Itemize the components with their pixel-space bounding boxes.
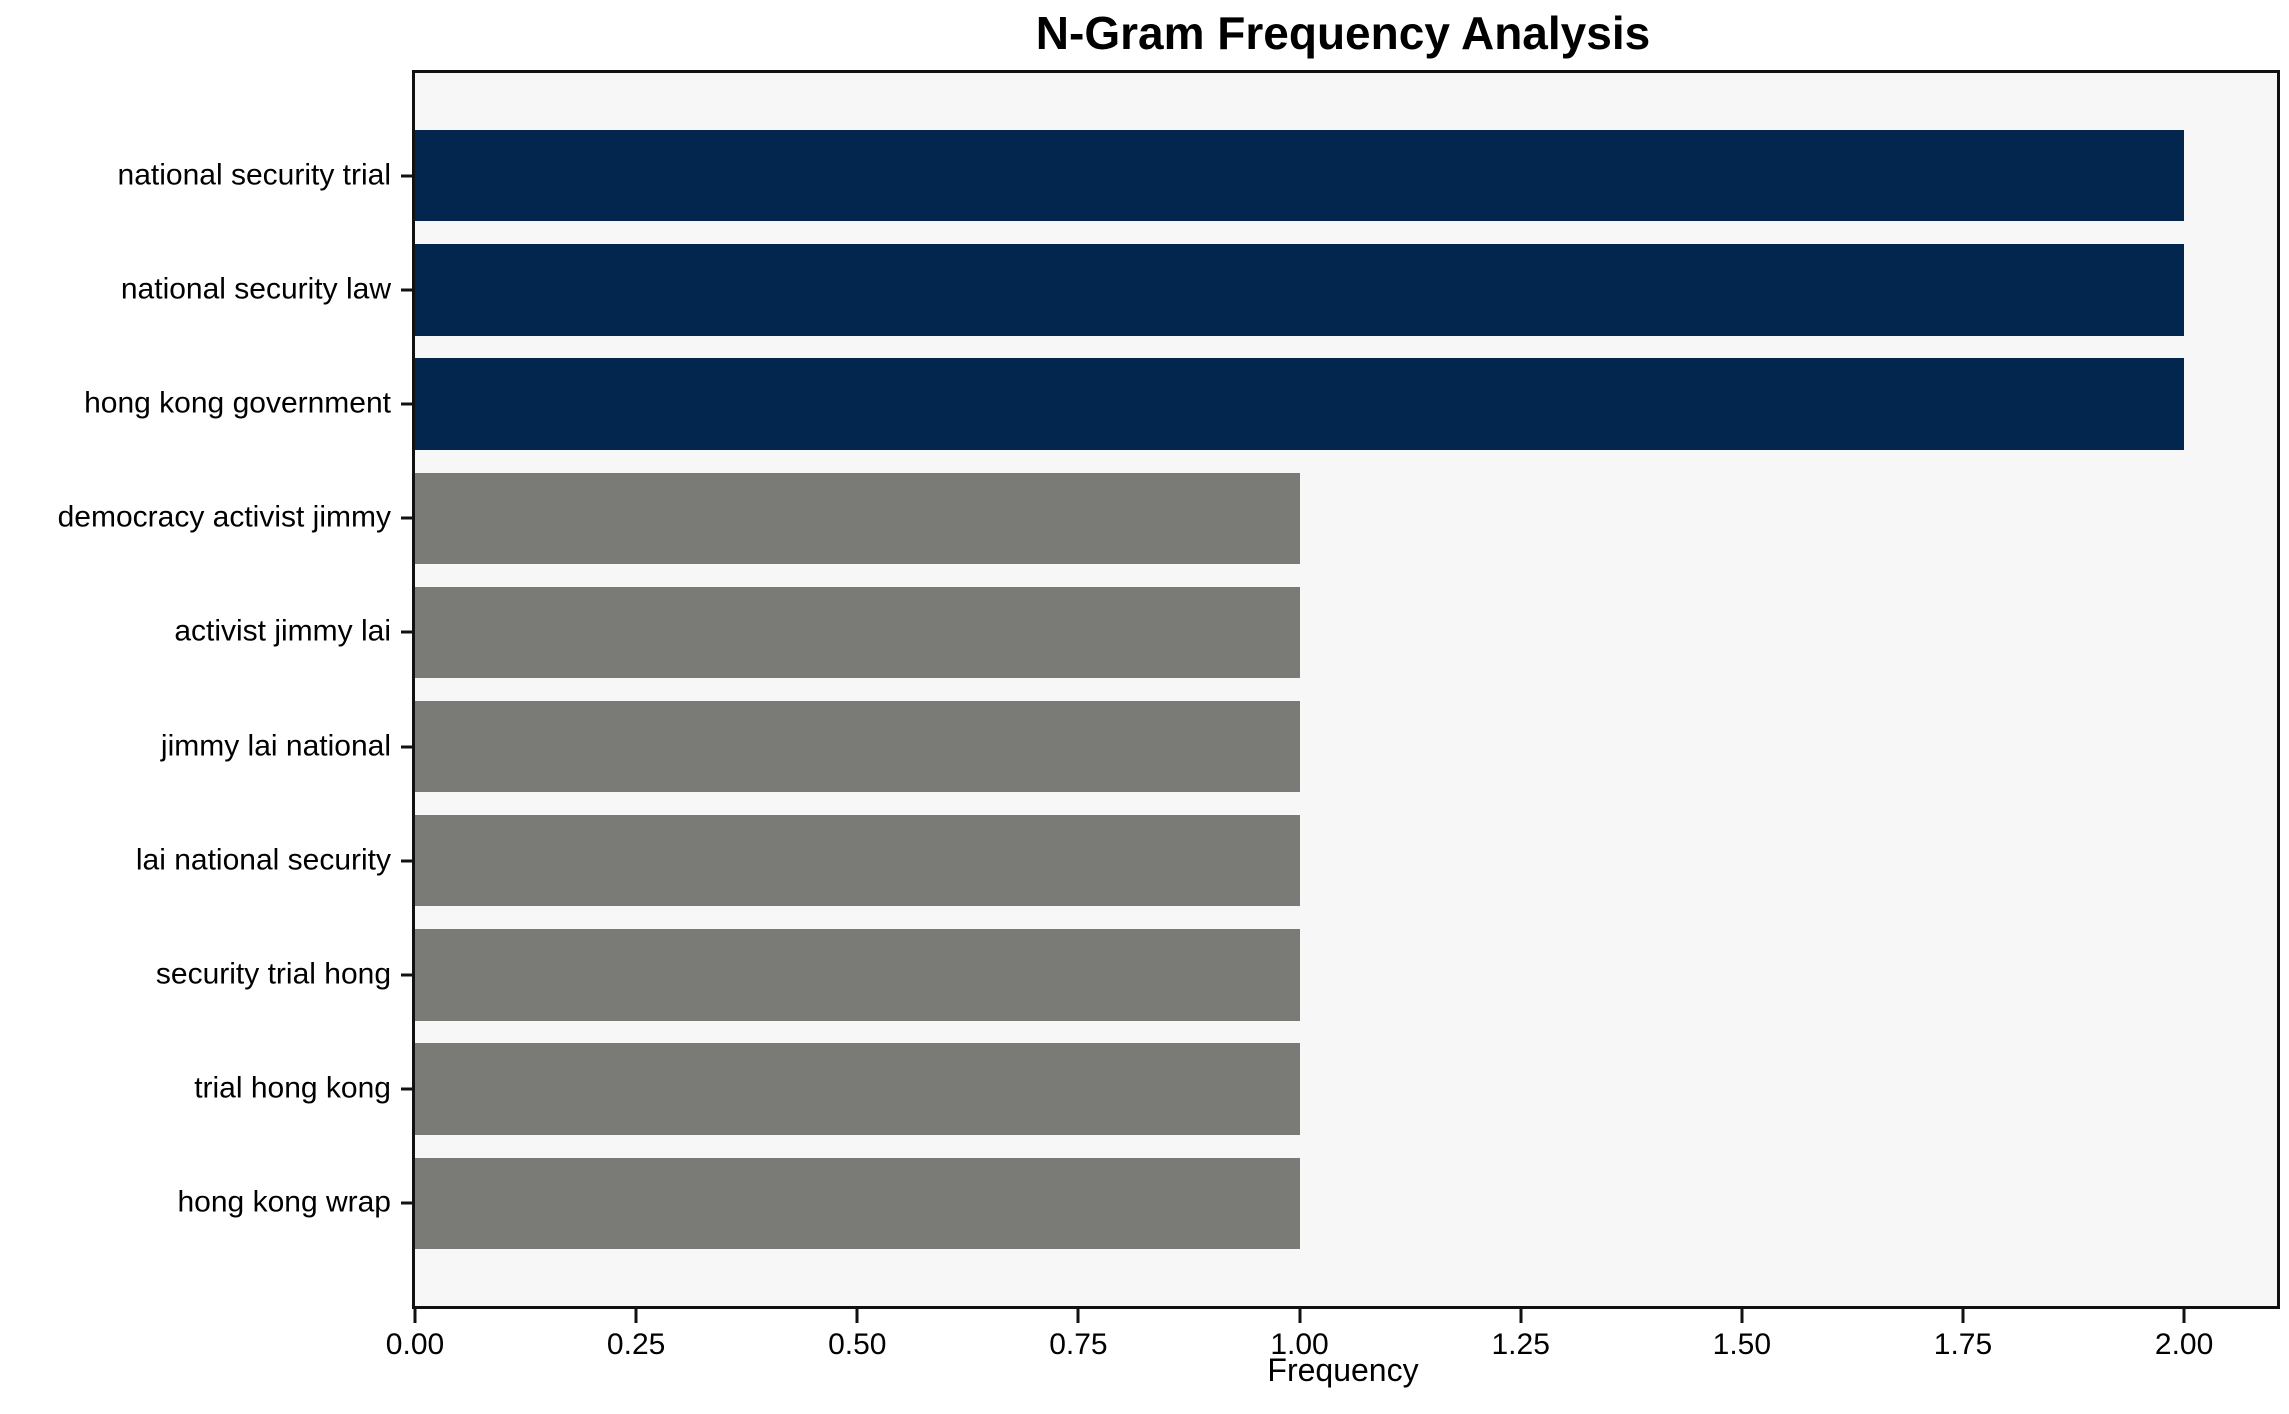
x-tick-mark <box>634 1309 638 1323</box>
y-tick-label: national security trial <box>117 158 391 192</box>
y-tick-mark <box>401 288 412 292</box>
x-tick-label: 0.50 <box>828 1328 887 1361</box>
x-tick-label: 1.25 <box>1491 1328 1550 1361</box>
bar <box>415 586 1300 679</box>
y-tick-mark <box>401 174 412 178</box>
y-tick-mark <box>401 1087 412 1091</box>
bar <box>415 700 1300 793</box>
bar <box>415 472 1300 564</box>
x-tick-mark <box>1519 1309 1523 1323</box>
y-tick-mark <box>401 630 412 634</box>
y-tick-label: national security law <box>120 272 391 306</box>
x-tick-label: 1.00 <box>1270 1328 1329 1361</box>
bar <box>415 1043 1300 1135</box>
x-tick-mark <box>1740 1309 1744 1323</box>
y-tick-label: security trial hong <box>155 957 391 991</box>
x-tick-label: 1.50 <box>1712 1328 1772 1361</box>
y-tick-mark <box>401 859 412 863</box>
y-tick-label: activist jimmy lai <box>174 614 391 648</box>
y-tick-label: hong kong wrap <box>177 1185 392 1219</box>
y-tick-mark <box>401 973 412 977</box>
bar <box>415 130 2185 222</box>
bar <box>415 244 2185 336</box>
y-tick-mark <box>401 516 412 520</box>
x-tick-mark <box>1961 1309 1965 1323</box>
x-tick-label: 1.75 <box>1933 1328 1993 1361</box>
x-tick-label: 0.75 <box>1049 1328 1108 1361</box>
bar <box>415 929 1300 1021</box>
y-tick-label: hong kong government <box>84 386 391 420</box>
plot-area: national security trial national security… <box>58 70 2280 1361</box>
x-tick-label: 0.00 <box>385 1328 445 1361</box>
x-tick-mark <box>1076 1309 1080 1323</box>
y-tick-mark <box>401 745 412 749</box>
x-tick-label: 2.00 <box>2154 1328 2214 1361</box>
x-tick-label: 0.25 <box>606 1328 666 1361</box>
chart-title: N-Gram Frequency Analysis <box>1035 7 1651 59</box>
x-tick-mark <box>1298 1309 1302 1323</box>
y-tick-label: trial hong kong <box>194 1071 391 1105</box>
y-tick-label: jimmy lai national <box>160 728 391 762</box>
y-tick-mark <box>401 1201 412 1205</box>
y-tick-label: lai national security <box>135 843 391 877</box>
x-axis-label: Frequency <box>1267 1352 1419 1388</box>
bar <box>415 815 1300 907</box>
bar <box>415 358 2185 450</box>
x-tick-mark <box>413 1309 417 1323</box>
bar <box>415 1157 1300 1249</box>
x-tick-mark <box>2182 1309 2186 1323</box>
x-tick-mark <box>855 1309 859 1323</box>
y-tick-label: democracy activist jimmy <box>57 500 391 534</box>
y-tick-mark <box>401 402 412 406</box>
